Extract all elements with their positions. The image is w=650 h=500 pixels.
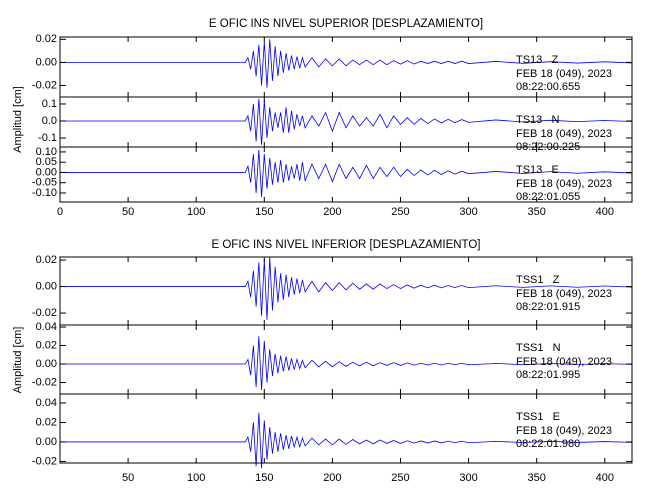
y-tick-label: -0.02 <box>32 79 57 91</box>
trace-date: FEB 18 (049), 2023 <box>516 68 612 80</box>
x-tick-label: 250 <box>391 206 409 218</box>
y-tick-label: 0.05 <box>36 156 57 168</box>
waveform <box>60 98 633 145</box>
trace-time: 08:22:01.980 <box>516 438 580 450</box>
x-tick-label: 50 <box>122 206 134 218</box>
x-tick-label: 250 <box>391 472 409 484</box>
chart-title: E OFIC INS NIVEL INFERIOR [DESPLAZAMIENT… <box>211 239 480 251</box>
pane-frame <box>59 393 633 464</box>
trace-name: TSS1 Z <box>516 274 560 286</box>
y-tick-label: 0.00 <box>36 56 57 68</box>
x-tick-label: 150 <box>255 472 273 484</box>
x-tick-label: 150 <box>255 206 273 218</box>
y-tick-label: 0.04 <box>36 397 57 409</box>
trace-time: 08:22:01.915 <box>516 301 580 313</box>
waveform <box>60 412 633 469</box>
y-tick-label: 0.00 <box>36 358 57 370</box>
trace-date: FEB 18 (049), 2023 <box>516 356 612 368</box>
y-tick-label: 0.04 <box>36 321 57 333</box>
waveform <box>60 149 633 198</box>
trace-name: TS13 Z <box>516 54 558 66</box>
waveform <box>60 257 633 320</box>
y-tick-label: 0.02 <box>36 254 57 266</box>
x-tick-label: 300 <box>459 206 477 218</box>
x-tick-label: 400 <box>596 206 614 218</box>
x-tick-label: 400 <box>596 472 614 484</box>
x-tick-label: 50 <box>122 472 134 484</box>
trace-date: FEB 18 (049), 2023 <box>516 425 612 437</box>
x-tick-label: 300 <box>459 472 477 484</box>
trace-name: TSS1 N <box>516 342 561 354</box>
y-tick-label: -0.02 <box>32 307 57 319</box>
y-tick-label: -0.02 <box>32 376 57 388</box>
trace-name: TS13 N <box>516 114 559 126</box>
y-tick-label: 0.0 <box>42 115 57 127</box>
y-tick-label: 0.02 <box>36 33 57 45</box>
y-tick-label: 0.00 <box>36 436 57 448</box>
y-tick-label: 0.02 <box>36 416 57 428</box>
x-tick-label: 200 <box>323 206 341 218</box>
trace-date: FEB 18 (049), 2023 <box>516 128 612 140</box>
trace-name: TSS1 E <box>516 411 560 423</box>
y-tick-label: 0.02 <box>36 339 57 351</box>
x-tick-label: 100 <box>187 206 205 218</box>
y-tick-label: 0.10 <box>36 146 57 158</box>
waveform <box>60 39 633 88</box>
trace-date: FEB 18 (049), 2023 <box>516 178 612 190</box>
x-tick-label: 200 <box>323 472 341 484</box>
x-tick-label: 350 <box>527 472 545 484</box>
y-tick-label: 0.1 <box>42 98 57 110</box>
pane-frame <box>59 146 633 203</box>
trace-time: 08:22:01.055 <box>516 191 580 203</box>
x-tick-label: 100 <box>187 472 205 484</box>
trace-name: TS13 E <box>516 164 559 176</box>
x-tick-label: 350 <box>527 206 545 218</box>
y-tick-label: 0.00 <box>36 166 57 178</box>
x-tick-label: 0 <box>57 206 63 218</box>
waveform <box>60 336 633 390</box>
trace-date: FEB 18 (049), 2023 <box>516 288 612 300</box>
y-tick-label: -0.1 <box>38 132 57 144</box>
y-tick-label: 0.00 <box>36 280 57 292</box>
chart-title: E OFIC INS NIVEL SUPERIOR [DESPLAZAMIENT… <box>209 18 483 30</box>
trace-time: 08:22:00.655 <box>516 81 580 93</box>
y-tick-label: -0.10 <box>32 187 57 199</box>
y-axis-label: Amplitud [cm] <box>12 327 24 394</box>
trace-time: 08:22:01.995 <box>516 369 580 381</box>
y-axis-label: Amplitud [cm] <box>12 86 24 153</box>
y-tick-label: -0.05 <box>32 177 57 189</box>
y-tick-label: -0.02 <box>32 455 57 467</box>
